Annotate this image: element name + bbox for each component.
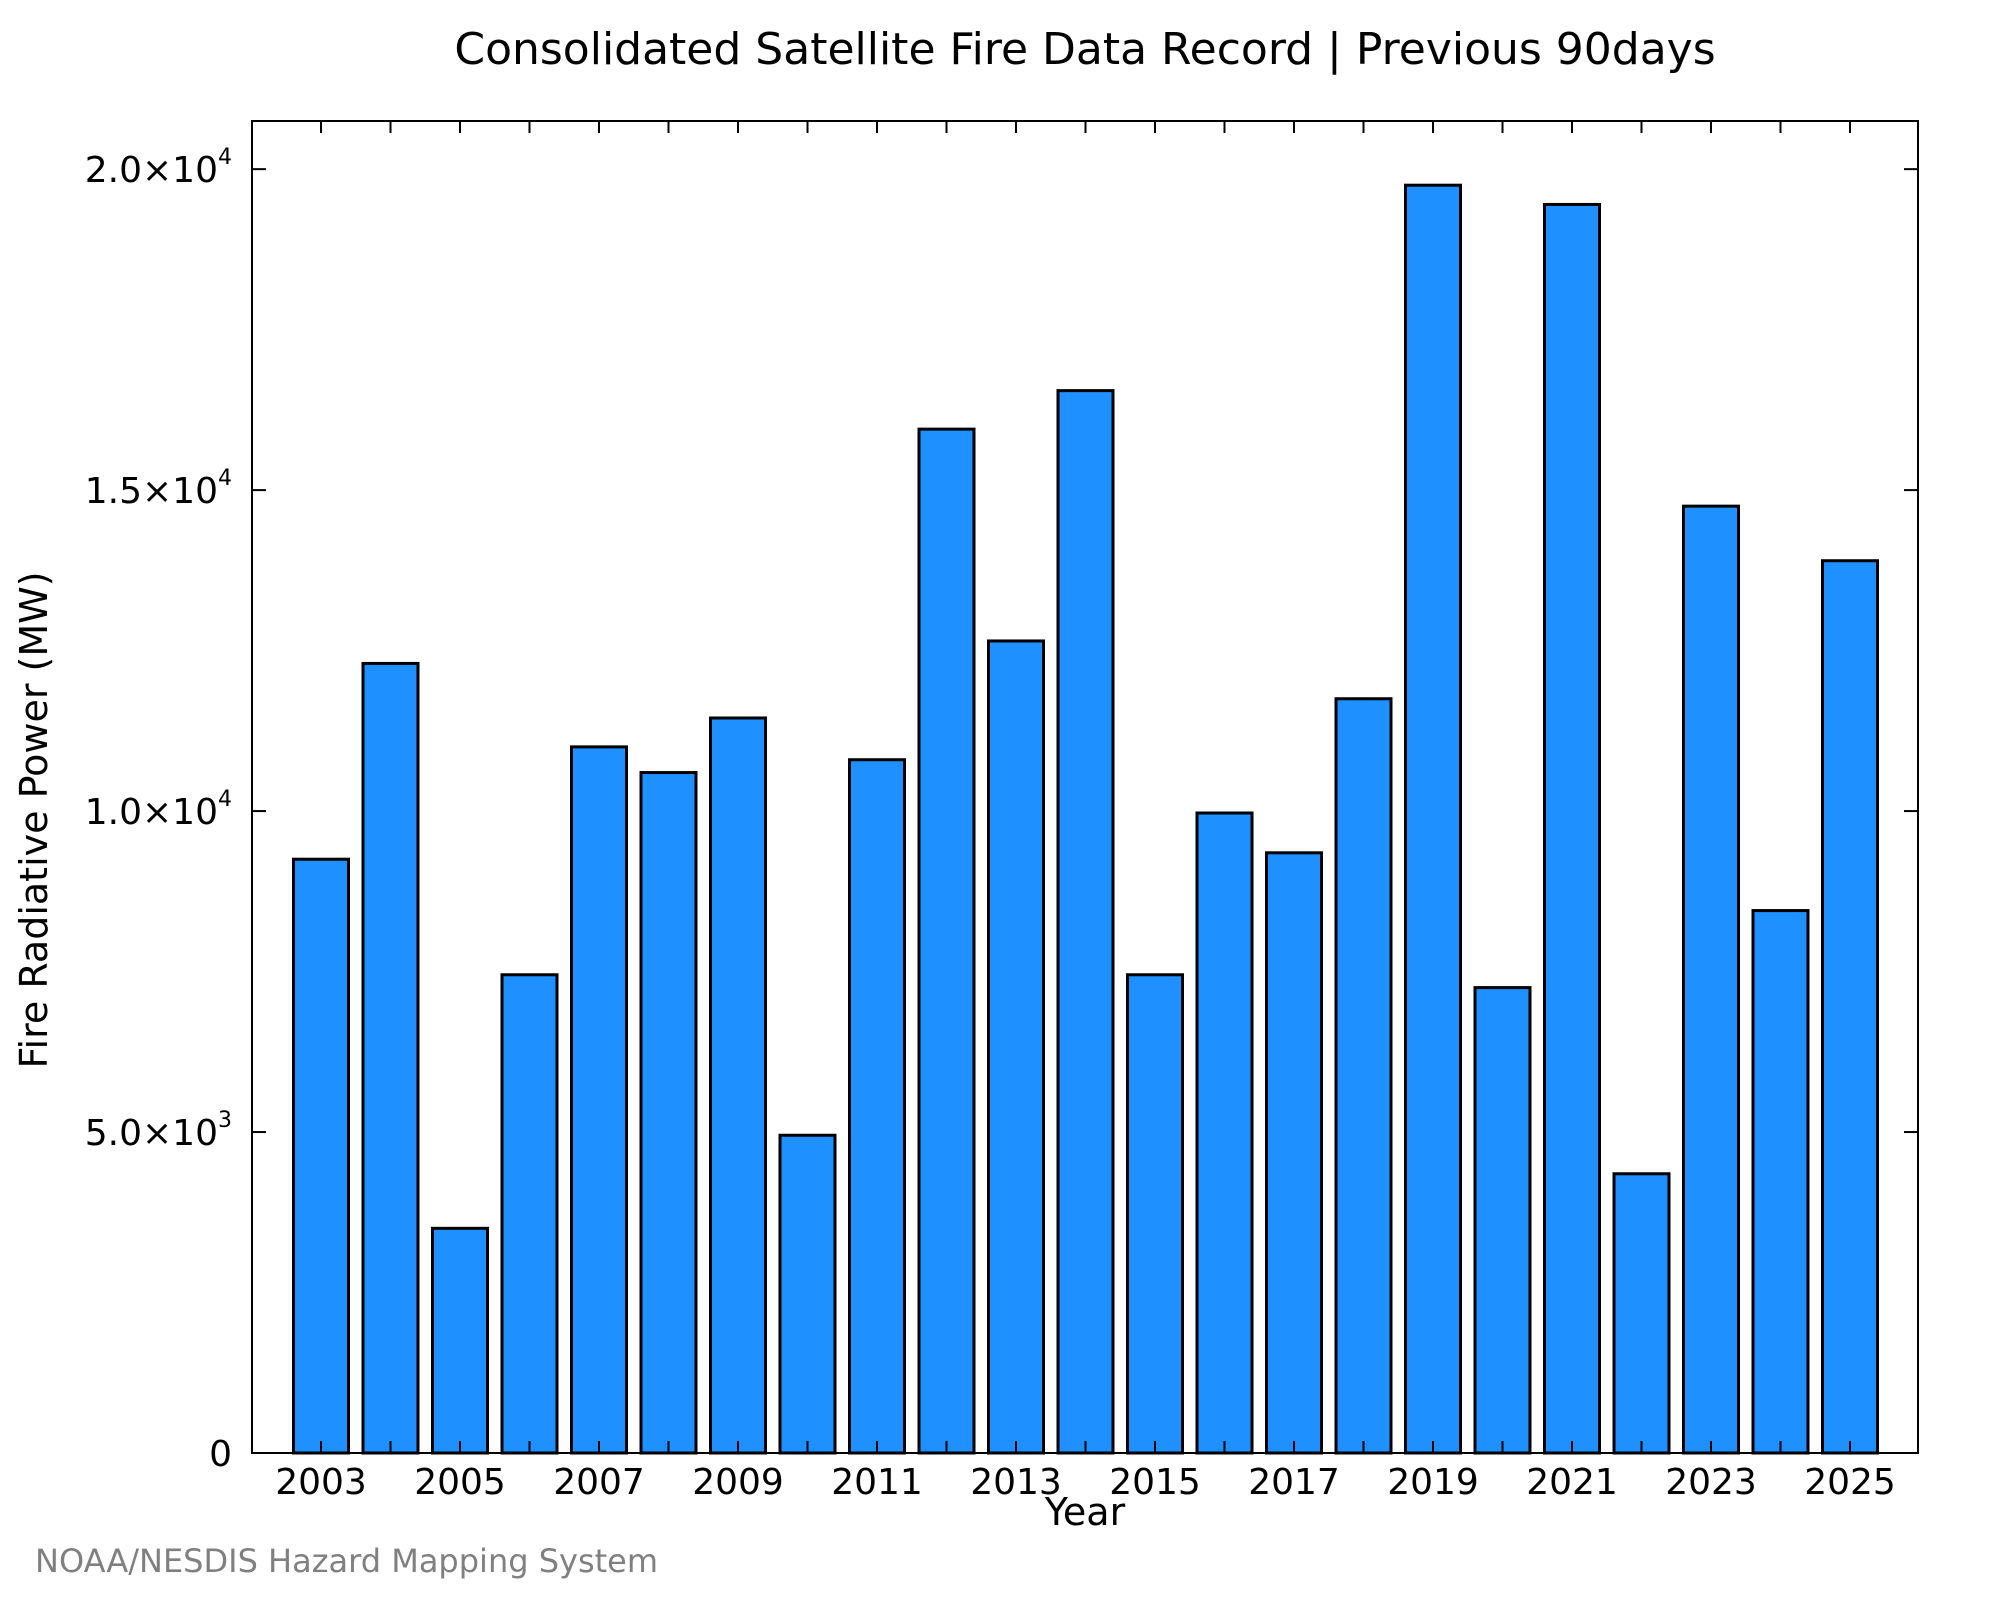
bar-2008 <box>639 771 698 1455</box>
y-tick-label-0: 0 <box>209 1434 232 1475</box>
bar-2019 <box>1404 183 1462 1455</box>
x-tick-label-2013: 2013 <box>970 1462 1062 1503</box>
bar-2005 <box>431 1226 489 1455</box>
plot-frame <box>251 120 1919 1454</box>
credit-text: NOAA/NESDIS Hazard Mapping System <box>35 1542 658 1580</box>
y-axis-label: Fire Radiative Power (MW) <box>12 571 56 1068</box>
x-tick-label-2011: 2011 <box>831 1462 923 1503</box>
x-tick-label-2023: 2023 <box>1665 1462 1757 1503</box>
x-tick-label-2007: 2007 <box>553 1462 645 1503</box>
bar-2023 <box>1682 504 1740 1455</box>
bar-2011 <box>848 758 906 1455</box>
x-tick-label-2003: 2003 <box>275 1462 367 1503</box>
y-tick-label-20000: 2.0×104 <box>85 145 232 191</box>
x-tick-label-2005: 2005 <box>414 1462 506 1503</box>
y-tick-label-15000: 1.5×104 <box>85 466 232 512</box>
x-tick-label-2015: 2015 <box>1109 1462 1201 1503</box>
y-tick-label-10000: 1.0×104 <box>85 787 232 833</box>
bar-2024 <box>1751 909 1810 1455</box>
tick-labels-group: 2003 2005 2007 2009 2011 2013 2015 2017 2019 2021… <box>85 145 1896 1503</box>
bar-2015 <box>1126 973 1184 1455</box>
chart-title: Consolidated Satellite Fire Data Record … <box>454 24 1715 75</box>
x-tick-label-2017: 2017 <box>1248 1462 1340 1503</box>
x-tick-label-2025: 2025 <box>1804 1462 1896 1503</box>
bar-2012 <box>917 427 976 1455</box>
bar-2010 <box>778 1133 837 1455</box>
y-tick-label-5000: 5.0×103 <box>85 1108 232 1154</box>
bar-2017 <box>1265 851 1323 1455</box>
bar-2018 <box>1334 697 1393 1455</box>
bar-2025 <box>1821 559 1879 1455</box>
bar-2009 <box>709 716 767 1455</box>
x-tick-label-2021: 2021 <box>1526 1462 1618 1503</box>
bar-2016 <box>1195 811 1254 1455</box>
bar-2004 <box>361 661 420 1455</box>
bar-2007 <box>570 745 628 1455</box>
bar-2021 <box>1543 202 1601 1455</box>
bar-2020 <box>1473 986 1532 1455</box>
ticks-group <box>252 121 1918 1454</box>
bar-2006 <box>500 973 559 1455</box>
x-axis-label: Year <box>1044 1490 1126 1534</box>
bar-2022 <box>1612 1172 1671 1455</box>
x-tick-label-2009: 2009 <box>692 1462 784 1503</box>
bar-2003 <box>292 857 350 1455</box>
x-tick-label-2019: 2019 <box>1387 1462 1479 1503</box>
bars-group <box>292 183 1879 1455</box>
bar-2014 <box>1056 389 1115 1455</box>
bar-2013 <box>987 639 1045 1455</box>
